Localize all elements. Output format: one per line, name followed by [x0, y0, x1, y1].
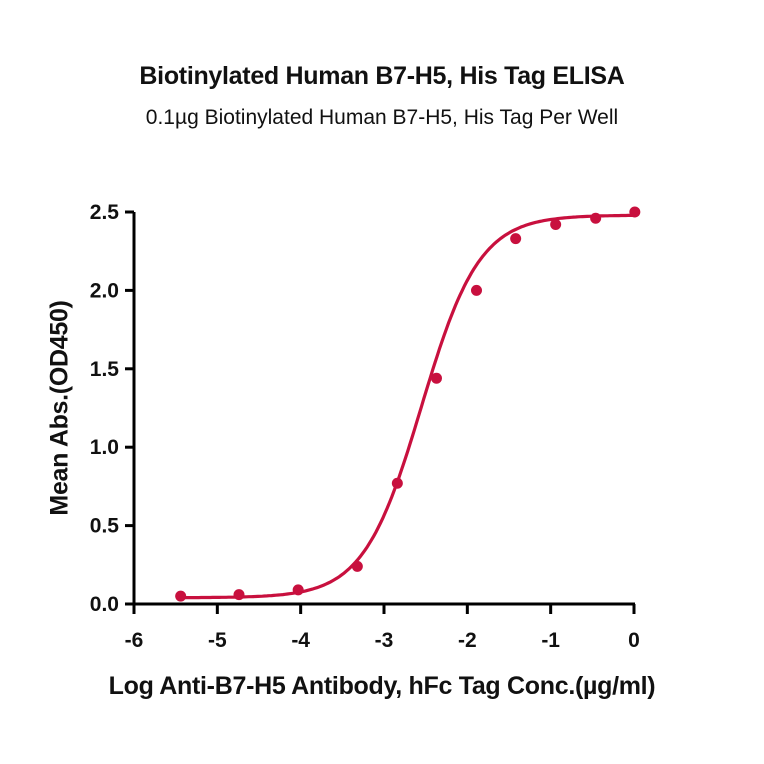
x-tick-label: 0 [628, 629, 640, 652]
y-tick-label: 2.5 [90, 201, 120, 224]
data-point [292, 584, 304, 596]
chart-title: Biotinylated Human B7-H5, His Tag ELISA [139, 62, 625, 90]
x-tick-label: -1 [541, 629, 560, 652]
fit-curve-path [180, 213, 635, 600]
data-point [233, 589, 245, 601]
y-tick-label: 1.5 [90, 358, 120, 381]
y-tick-label: 0.5 [90, 515, 120, 538]
data-point [431, 372, 442, 384]
x-tick-label: -3 [375, 629, 394, 652]
x-tick-label: -6 [125, 629, 144, 652]
y-tick-label: 0.0 [90, 593, 119, 616]
chart-subtitle: 0.1µg Biotinylated Human B7-H5, His Tag … [145, 106, 619, 129]
data-point [550, 219, 562, 231]
y-tick-label: 2.0 [90, 279, 119, 302]
data-point [175, 590, 187, 602]
data-point [391, 477, 403, 489]
data-point [351, 560, 363, 572]
data-point [629, 206, 641, 218]
fit-curve [180, 213, 635, 600]
x-tick-label: -5 [208, 629, 227, 652]
data-point [590, 212, 602, 224]
data-point [510, 233, 522, 245]
data-point [471, 284, 482, 296]
x-tick-label: -2 [458, 629, 477, 652]
y-tick-label: 1.0 [90, 436, 119, 459]
data-points [175, 206, 641, 602]
x-axis-label: Log Anti-B7-H5 Antibody, hFc Tag Conc.(µ… [108, 672, 656, 700]
x-tick-label: -4 [291, 629, 310, 652]
axes: 0.0 0.5 1.0 1.5 2.0 2.5 -6 -5 -4 -3 -2 -1 0 [90, 201, 640, 652]
